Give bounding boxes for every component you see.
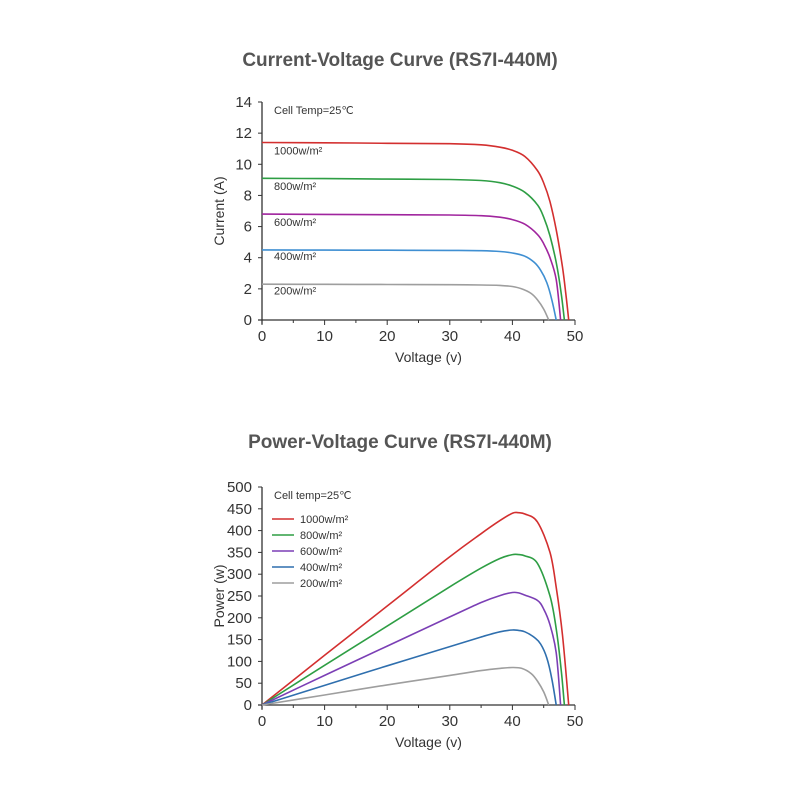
pv-legend-label: 600w/m² (300, 546, 343, 558)
iv-x-tick-label: 50 (567, 328, 584, 345)
iv-chart-title: Current-Voltage Curve (RS7I-440M) (242, 50, 558, 71)
pv-y-tick-label: 500 (227, 479, 252, 496)
iv-series-label: 1000w/m² (274, 145, 323, 157)
pv-y-tick-label: 400 (227, 523, 252, 540)
pv-x-axis-label: Voltage (v) (395, 734, 462, 750)
pv-legend-label: 400w/m² (300, 562, 343, 574)
pv-x-tick-label: 0 (258, 713, 266, 730)
pv-y-tick-label: 200 (227, 610, 252, 627)
pv-chart: 0 10 20 30 40 5005010015020025030035040045050… (211, 479, 584, 750)
pv-legend-label: 800w/m² (300, 530, 343, 542)
iv-annotation: Cell Temp=25℃ (274, 105, 354, 117)
iv-x-tick-label: 40 (504, 328, 521, 345)
pv-x-tick-label: 20 (379, 713, 396, 730)
iv-y-axis-label: Current (A) (211, 176, 227, 245)
iv-y-tick-label: 14 (235, 94, 252, 111)
pv-y-tick-label: 250 (227, 588, 252, 605)
iv-series-line (261, 249, 557, 321)
iv-series-label: 400w/m² (274, 251, 317, 263)
pv-y-tick-label: 300 (227, 566, 252, 583)
iv-y-tick-label: 2 (244, 281, 252, 298)
iv-series-line (261, 283, 550, 321)
pv-y-tick-label: 150 (227, 632, 252, 649)
iv-series-label: 800w/m² (274, 181, 317, 193)
iv-series-line (261, 141, 570, 321)
pv-series-line (261, 666, 550, 706)
pv-y-tick-label: 0 (244, 697, 252, 714)
pv-legend-label: 1000w/m² (300, 514, 349, 526)
pv-y-axis-label: Power (w) (211, 564, 227, 627)
iv-x-tick-label: 20 (379, 328, 396, 345)
iv-x-tick-label: 30 (441, 328, 458, 345)
iv-chart: 0 10 20 30 40 50 0 2 4 6 8 10 12 14 Voltage (v) Current… (211, 94, 584, 365)
pv-series-line (261, 629, 557, 706)
iv-y-tick-label: 4 (244, 250, 252, 267)
iv-series-line (261, 213, 562, 321)
pv-y-tick-label: 50 (235, 675, 252, 692)
pv-x-tick-label: 50 (567, 713, 584, 730)
iv-x-tick-label: 10 (316, 328, 333, 345)
pv-legend-label: 200w/m² (300, 578, 343, 590)
pv-x-tick-label: 30 (441, 713, 458, 730)
pv-series-line (261, 511, 570, 706)
iv-series-label: 600w/m² (274, 217, 317, 229)
pv-y-tick-label: 350 (227, 544, 252, 561)
iv-x-tick-label: 0 (258, 328, 266, 345)
iv-y-tick-label: 6 (244, 219, 252, 236)
iv-y-tick-label: 10 (235, 156, 252, 173)
iv-y-tick-label: 12 (235, 125, 252, 142)
iv-series-line (261, 177, 566, 321)
iv-y-tick-label: 8 (244, 187, 252, 204)
pv-y-tick-label: 100 (227, 653, 252, 670)
pv-x-tick-label: 40 (504, 713, 521, 730)
iv-series-label: 200w/m² (274, 285, 317, 297)
pv-annotation: Cell temp=25℃ (274, 490, 351, 502)
pv-series-line (261, 591, 562, 706)
pv-y-tick-label: 450 (227, 501, 252, 518)
pv-chart-title: Power-Voltage Curve (RS7I-440M) (248, 432, 552, 453)
pv-x-tick-label: 10 (316, 713, 333, 730)
iv-y-tick-label: 0 (244, 312, 252, 329)
iv-x-axis-label: Voltage (v) (395, 349, 462, 365)
pv-series-line (261, 553, 566, 706)
